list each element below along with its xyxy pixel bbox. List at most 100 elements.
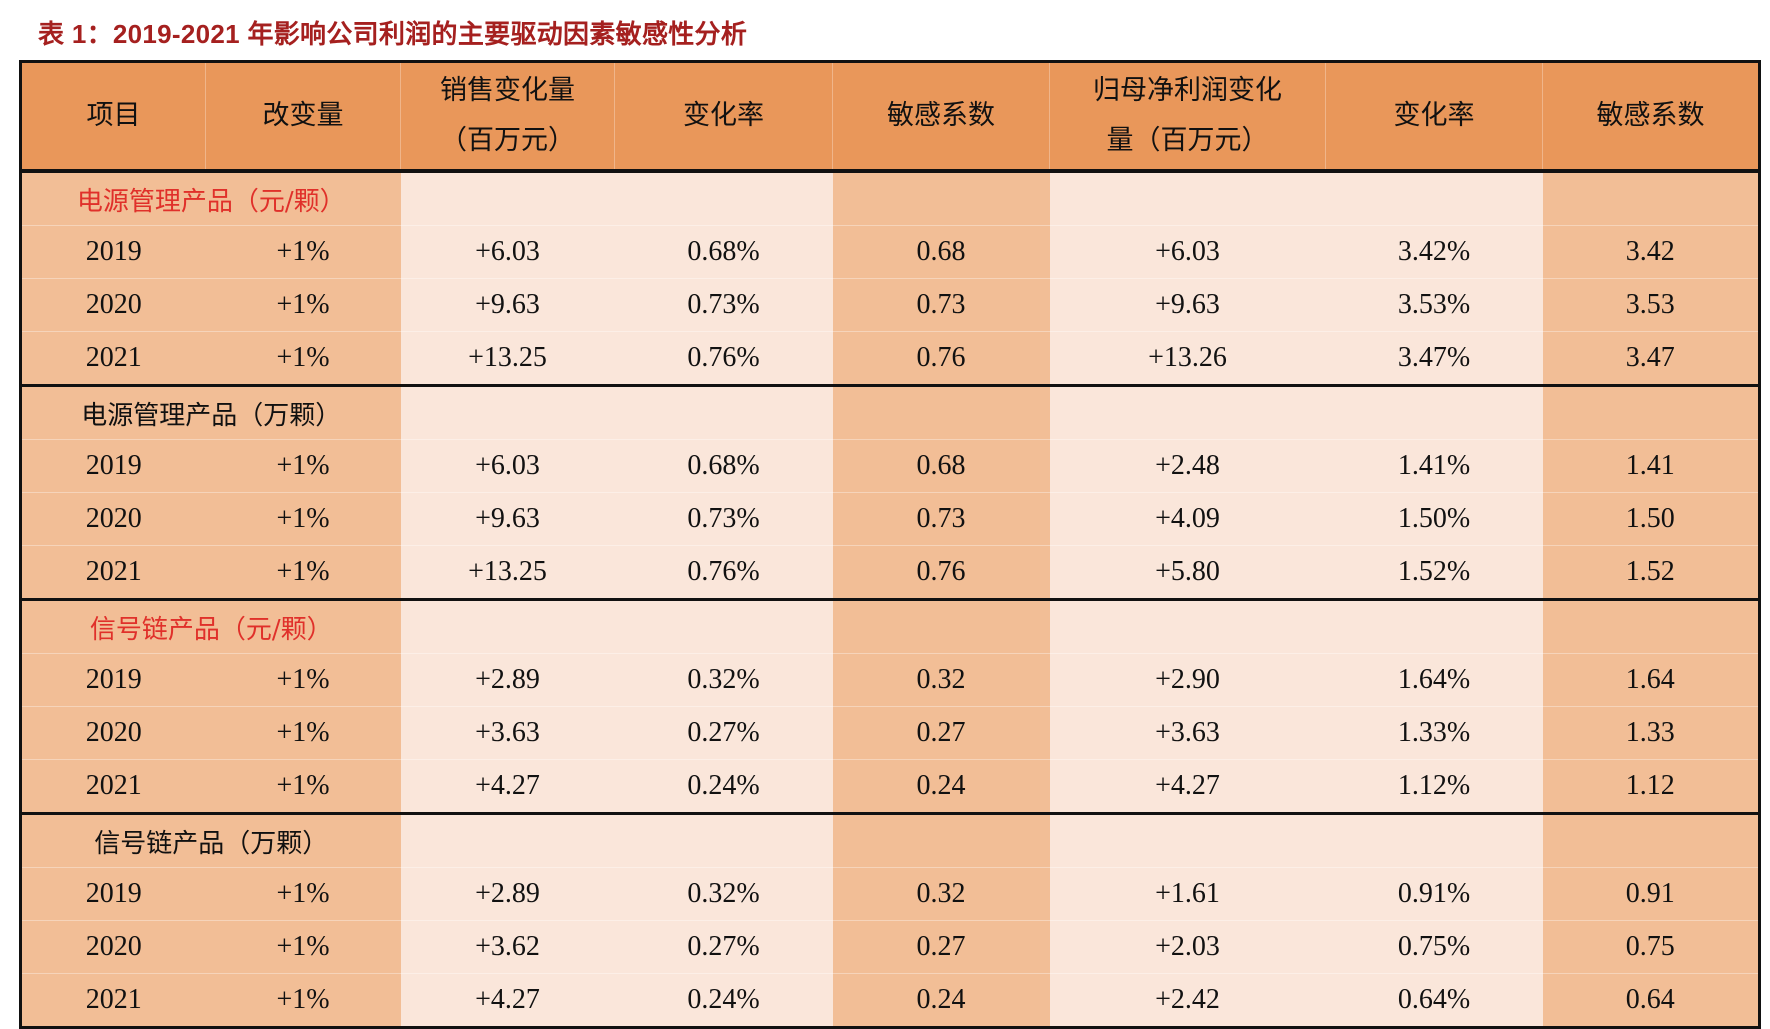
empty-cell xyxy=(832,171,1050,226)
table-row: 2021 +1% +4.27 0.24% 0.24 +4.27 1.12% 1.12 xyxy=(20,759,1760,814)
cell-sales-change: +4.27 xyxy=(400,759,615,814)
empty-cell xyxy=(1542,813,1760,868)
cell-profit-change: +2.90 xyxy=(1049,653,1326,707)
table-row: 2021 +1% +13.25 0.76% 0.76 +5.80 1.52% 1.52 xyxy=(20,545,1760,600)
cell-profit-change: +6.03 xyxy=(1049,225,1326,279)
cell-sales-rate: 0.24% xyxy=(614,973,833,1028)
cell-sales-rate: 0.73% xyxy=(614,278,833,332)
cell-profit-change: +4.27 xyxy=(1049,759,1326,814)
cell-change: +1% xyxy=(205,225,401,279)
header-change: 改变量 xyxy=(205,61,401,171)
cell-sales-change: +9.63 xyxy=(400,278,615,332)
cell-sales-rate: 0.32% xyxy=(614,867,833,921)
cell-sales-change: +2.89 xyxy=(400,867,615,921)
cell-profit-change: +4.09 xyxy=(1049,492,1326,546)
cell-profit-coef: 3.47 xyxy=(1542,331,1760,386)
empty-cell xyxy=(614,171,833,226)
empty-cell xyxy=(1049,599,1326,654)
empty-cell xyxy=(832,813,1050,868)
table-row: 2020 +1% +9.63 0.73% 0.73 +4.09 1.50% 1.50 xyxy=(20,492,1760,546)
cell-sales-rate: 0.27% xyxy=(614,920,833,974)
empty-cell xyxy=(1542,599,1760,654)
empty-cell xyxy=(614,599,833,654)
cell-profit-change: +2.42 xyxy=(1049,973,1326,1028)
cell-year: 2020 xyxy=(20,920,206,974)
empty-cell xyxy=(400,171,615,226)
cell-sales-rate: 0.76% xyxy=(614,545,833,600)
cell-sales-rate: 0.27% xyxy=(614,706,833,760)
cell-profit-change: +9.63 xyxy=(1049,278,1326,332)
cell-profit-change: +5.80 xyxy=(1049,545,1326,600)
cell-sales-coef: 0.68 xyxy=(832,225,1050,279)
empty-cell xyxy=(400,385,615,440)
cell-change: +1% xyxy=(205,278,401,332)
cell-profit-coef: 1.33 xyxy=(1542,706,1760,760)
cell-sales-coef: 0.73 xyxy=(832,278,1050,332)
cell-profit-rate: 0.91% xyxy=(1325,867,1543,921)
empty-cell xyxy=(832,599,1050,654)
section-label: 信号链产品（万颗） xyxy=(20,813,401,868)
table-section: 电源管理产品（万颗） 2019 +1% +6.03 0.68% 0.68 +2.48 1.41… xyxy=(20,385,1760,600)
cell-profit-change: +3.63 xyxy=(1049,706,1326,760)
section-header-row: 信号链产品（元/颗） xyxy=(20,599,1760,654)
cell-profit-coef: 0.64 xyxy=(1542,973,1760,1028)
cell-year: 2021 xyxy=(20,759,206,814)
empty-cell xyxy=(832,385,1050,440)
cell-sales-coef: 0.76 xyxy=(832,545,1050,600)
empty-cell xyxy=(1049,813,1326,868)
cell-sales-rate: 0.32% xyxy=(614,653,833,707)
cell-sales-coef: 0.32 xyxy=(832,653,1050,707)
cell-sales-change: +6.03 xyxy=(400,225,615,279)
cell-profit-coef: 1.64 xyxy=(1542,653,1760,707)
cell-profit-change: +1.61 xyxy=(1049,867,1326,921)
header-profit-rate: 变化率 xyxy=(1325,61,1543,171)
cell-profit-change: +13.26 xyxy=(1049,331,1326,386)
section-label: 信号链产品（元/颗） xyxy=(20,599,401,654)
cell-profit-rate: 1.41% xyxy=(1325,439,1543,493)
cell-year: 2020 xyxy=(20,492,206,546)
cell-sales-change: +2.89 xyxy=(400,653,615,707)
cell-sales-change: +9.63 xyxy=(400,492,615,546)
header-profit-coef: 敏感系数 xyxy=(1542,61,1760,171)
table-row: 2019 +1% +6.03 0.68% 0.68 +6.03 3.42% 3.42 xyxy=(20,225,1760,279)
table-row: 2020 +1% +3.63 0.27% 0.27 +3.63 1.33% 1.33 xyxy=(20,706,1760,760)
cell-profit-rate: 3.53% xyxy=(1325,278,1543,332)
cell-sales-change: +13.25 xyxy=(400,331,615,386)
header-sales-change: 销售变化量 （百万元） xyxy=(400,61,615,171)
cell-profit-rate: 3.42% xyxy=(1325,225,1543,279)
cell-sales-rate: 0.68% xyxy=(614,439,833,493)
empty-cell xyxy=(1325,171,1543,226)
header-item: 项目 xyxy=(20,61,206,171)
cell-profit-rate: 3.47% xyxy=(1325,331,1543,386)
sensitivity-table: 项目 改变量 销售变化量 （百万元） 变化率 敏感系数 归母净利润变化 量（百万元）… xyxy=(19,60,1761,1029)
section-header-row: 电源管理产品（万颗） xyxy=(20,385,1760,440)
empty-cell xyxy=(614,385,833,440)
cell-profit-coef: 1.52 xyxy=(1542,545,1760,600)
cell-sales-coef: 0.24 xyxy=(832,973,1050,1028)
cell-profit-coef: 3.53 xyxy=(1542,278,1760,332)
cell-profit-rate: 1.12% xyxy=(1325,759,1543,814)
cell-change: +1% xyxy=(205,973,401,1028)
cell-change: +1% xyxy=(205,759,401,814)
empty-cell xyxy=(1325,813,1543,868)
table-row: 2019 +1% +2.89 0.32% 0.32 +2.90 1.64% 1.64 xyxy=(20,653,1760,707)
cell-profit-coef: 1.50 xyxy=(1542,492,1760,546)
section-header-row: 电源管理产品（元/颗） xyxy=(20,171,1760,226)
empty-cell xyxy=(1325,599,1543,654)
cell-sales-rate: 0.76% xyxy=(614,331,833,386)
section-label: 电源管理产品（元/颗） xyxy=(20,171,401,226)
cell-change: +1% xyxy=(205,545,401,600)
table-section: 电源管理产品（元/颗） 2019 +1% +6.03 0.68% 0.68 +6.03 3.4… xyxy=(20,171,1760,386)
empty-cell xyxy=(614,813,833,868)
section-header-row: 信号链产品（万颗） xyxy=(20,813,1760,868)
cell-sales-rate: 0.24% xyxy=(614,759,833,814)
cell-year: 2019 xyxy=(20,867,206,921)
cell-profit-change: +2.03 xyxy=(1049,920,1326,974)
empty-cell xyxy=(1542,385,1760,440)
cell-profit-change: +2.48 xyxy=(1049,439,1326,493)
header-sales-coef: 敏感系数 xyxy=(832,61,1050,171)
cell-profit-rate: 1.50% xyxy=(1325,492,1543,546)
cell-profit-rate: 1.52% xyxy=(1325,545,1543,600)
cell-profit-rate: 0.64% xyxy=(1325,973,1543,1028)
cell-year: 2021 xyxy=(20,331,206,386)
